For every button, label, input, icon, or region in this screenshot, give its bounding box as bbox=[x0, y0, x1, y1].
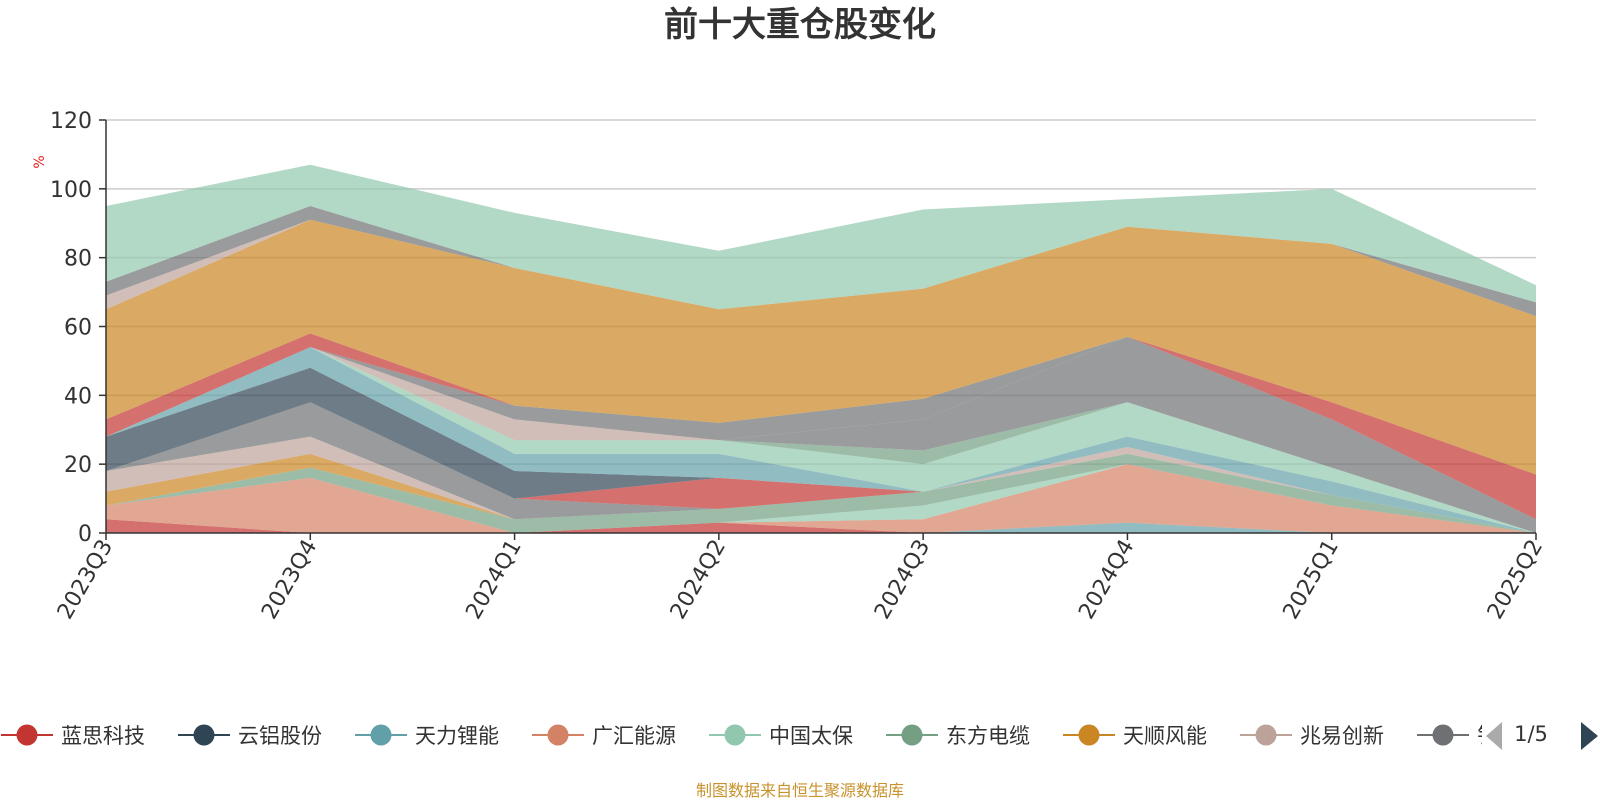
area-series-8 bbox=[106, 402, 1536, 533]
area-series-0 bbox=[106, 519, 1536, 533]
legend-item[interactable]: 东方电缆 bbox=[886, 724, 1030, 748]
legend-circle-marker bbox=[193, 724, 215, 746]
legend-label: 天顺风能 bbox=[1123, 724, 1207, 748]
y-axis-unit: % bbox=[32, 155, 48, 168]
legend-circle-marker bbox=[724, 724, 746, 746]
legend-label: 云铝股份 bbox=[238, 724, 322, 748]
area-series-15 bbox=[106, 336, 1536, 533]
legend-item[interactable]: 广汇能源 bbox=[532, 724, 676, 748]
legend-circle-marker bbox=[1078, 724, 1100, 746]
legend-circle-marker bbox=[1255, 724, 1277, 746]
prev-page-icon[interactable] bbox=[1486, 722, 1502, 750]
legend-label: 天力锂能 bbox=[415, 724, 499, 748]
legend-label: 兆易创新 bbox=[1300, 724, 1384, 748]
x-tick-label: 2024Q4 bbox=[1074, 536, 1139, 624]
legend-label: 东方电缆 bbox=[946, 724, 1030, 748]
legend-circle-marker bbox=[16, 724, 38, 746]
y-tick-label: 40 bbox=[64, 384, 92, 409]
legend-page-indicator: 1/5 bbox=[1514, 722, 1548, 746]
y-tick-label: 20 bbox=[64, 453, 92, 478]
legend-item[interactable]: 中国太保 bbox=[709, 724, 853, 748]
legend-circle-marker bbox=[547, 724, 569, 746]
legend-circle-marker bbox=[1432, 724, 1454, 746]
y-tick-label: 0 bbox=[78, 522, 92, 547]
area-series-22 bbox=[106, 164, 1536, 310]
legend-label: 蓝思科技 bbox=[61, 724, 145, 748]
x-tick-label: 2024Q3 bbox=[870, 536, 935, 624]
area-series-4 bbox=[106, 464, 1536, 533]
x-tick-label: 2023Q3 bbox=[53, 536, 118, 624]
y-tick-label: 60 bbox=[64, 316, 92, 341]
area-series-3 bbox=[106, 464, 1536, 533]
y-tick-label: 80 bbox=[64, 247, 92, 272]
y-tick-label: 100 bbox=[50, 178, 92, 203]
legend-item[interactable]: 天力锂能 bbox=[355, 724, 499, 748]
x-tick-label: 2025Q1 bbox=[1279, 536, 1344, 624]
data-source-note: 制图数据来自恒生聚源数据库 bbox=[696, 781, 904, 800]
legend-circle-marker bbox=[370, 724, 392, 746]
area-series-17 bbox=[106, 336, 1536, 520]
legend-pager: 1/5 bbox=[1486, 722, 1598, 750]
next-page-icon[interactable] bbox=[1581, 722, 1598, 750]
legend-circle-marker bbox=[901, 724, 923, 746]
x-tick-label: 2025Q2 bbox=[1483, 536, 1548, 624]
area-series-2 bbox=[106, 519, 1536, 533]
x-tick-label: 2024Q2 bbox=[666, 536, 731, 624]
area-series-7 bbox=[106, 436, 1536, 533]
legend-label: 广汇能源 bbox=[592, 724, 676, 748]
area-series-5 bbox=[106, 453, 1536, 533]
legend-item[interactable]: 蓝思科技 bbox=[1, 724, 145, 748]
legend-label: 中国太保 bbox=[769, 724, 853, 748]
legend-item[interactable]: 天顺风能 bbox=[1063, 724, 1207, 748]
y-tick-label: 120 bbox=[50, 109, 92, 134]
x-tick-label: 2023Q4 bbox=[257, 536, 322, 624]
legend: 蓝思科技云铝股份天力锂能广汇能源中国太保东方电缆天顺风能兆易创新钅 bbox=[1, 712, 1600, 758]
area-series-19 bbox=[106, 219, 1536, 475]
legend-item[interactable]: 兆易创新 bbox=[1240, 724, 1384, 748]
x-tick-label: 2024Q1 bbox=[461, 536, 526, 624]
legend-item[interactable]: 云铝股份 bbox=[178, 724, 322, 748]
chart-areas bbox=[106, 164, 1536, 533]
chart-title: 前十大重仓股变化 bbox=[664, 5, 936, 45]
